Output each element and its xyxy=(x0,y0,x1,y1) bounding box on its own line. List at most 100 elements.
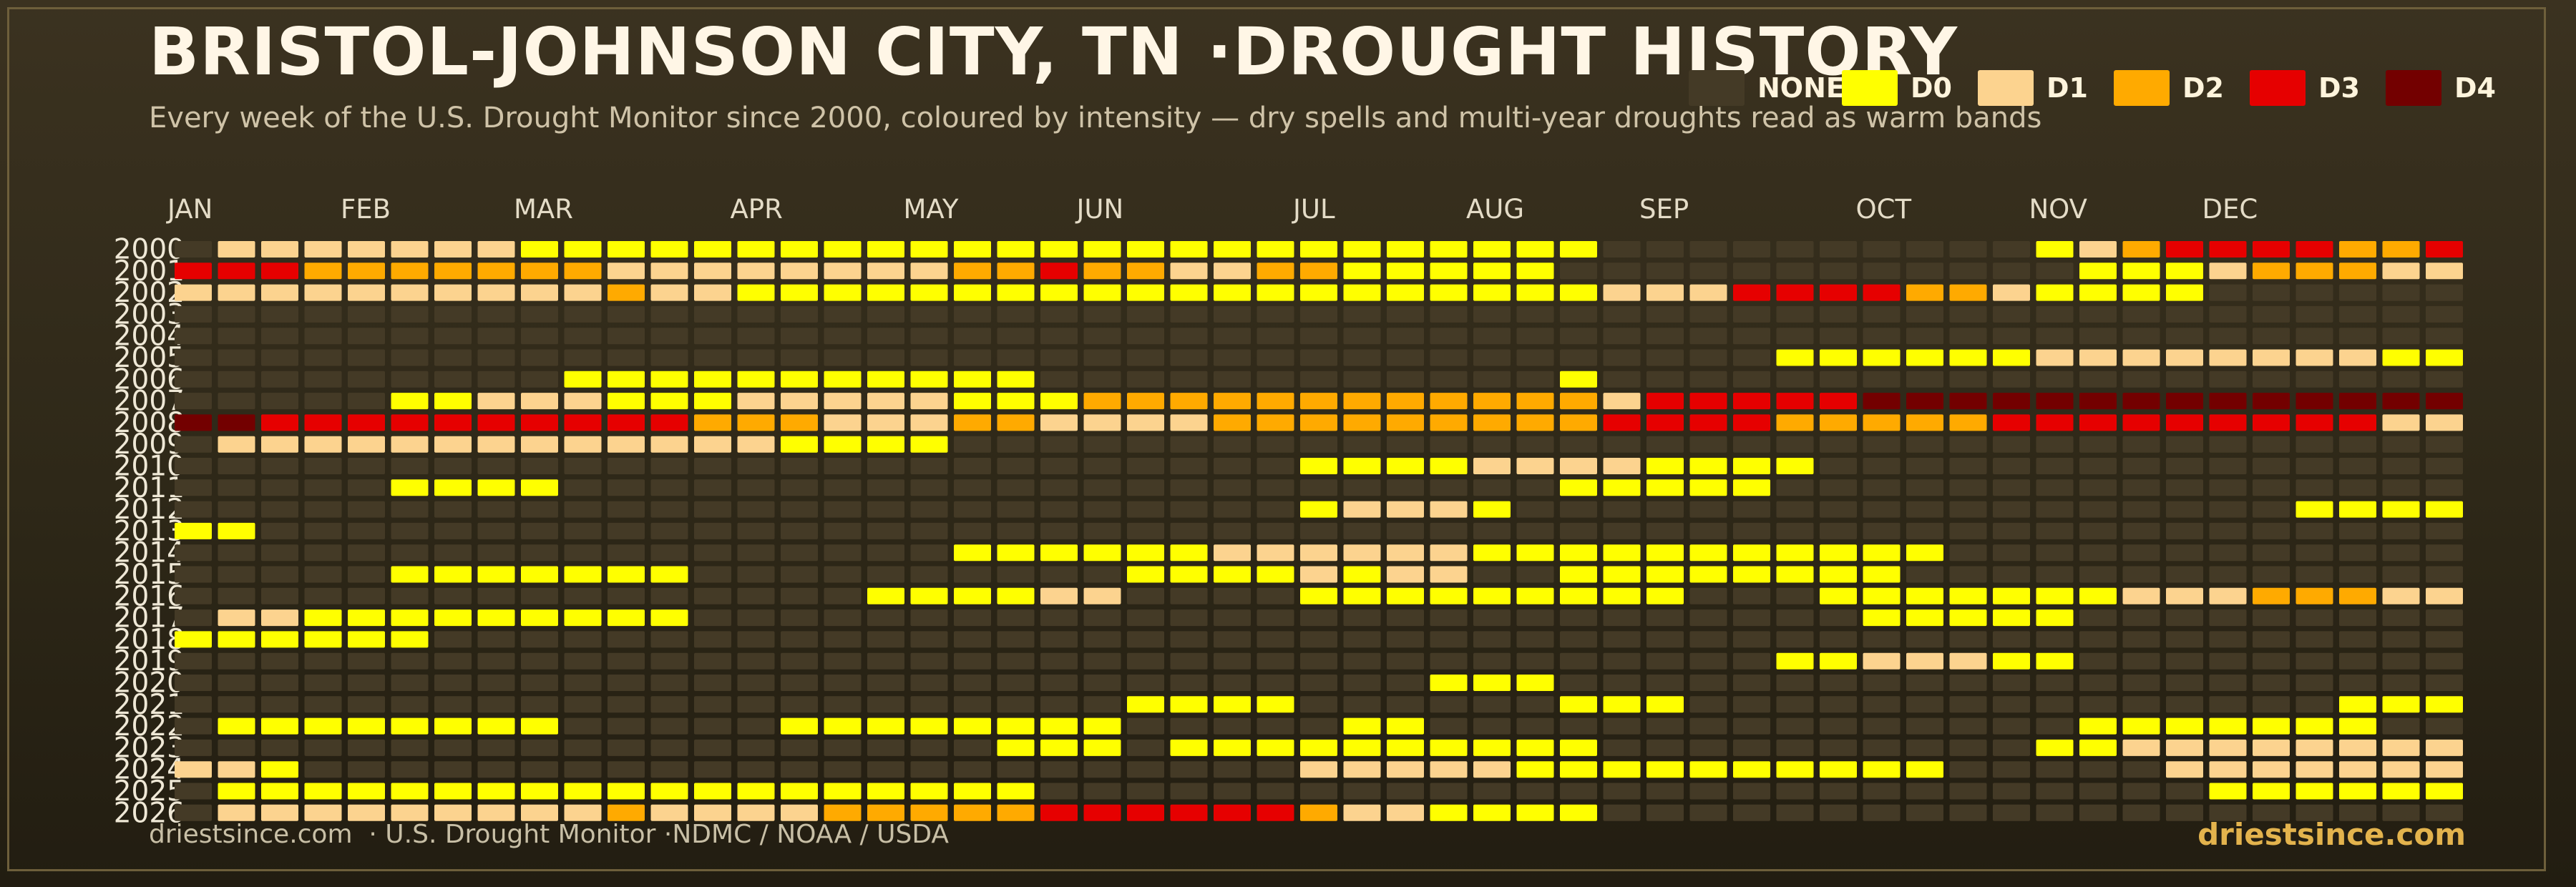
cell-2000-w17 xyxy=(867,241,904,258)
cell-2007-w15 xyxy=(781,393,818,410)
cell-2006-w12 xyxy=(650,371,688,388)
cell-2006-w26 xyxy=(1257,371,1294,388)
cell-2005-w48 xyxy=(2209,349,2247,366)
cell-2007-w14 xyxy=(737,393,775,410)
cell-2016-w28 xyxy=(1343,587,1381,604)
cell-2020-w9 xyxy=(521,675,558,691)
cell-2025-w24 xyxy=(1170,783,1208,800)
cell-2006-w8 xyxy=(477,371,515,388)
cell-2010-w43 xyxy=(1993,458,2030,474)
cell-2017-w23 xyxy=(1127,609,1164,627)
cell-2013-w24 xyxy=(1170,522,1208,539)
cell-2016-w25 xyxy=(1214,587,1251,604)
cell-2022-w22 xyxy=(1083,717,1121,735)
cell-2011-w4 xyxy=(304,479,342,496)
cell-2016-w16 xyxy=(824,587,862,604)
cell-2026-w31 xyxy=(1473,804,1511,821)
cell-2007-w48 xyxy=(2209,393,2247,410)
cell-2009-w8 xyxy=(477,436,515,453)
cell-2006-w40 xyxy=(1863,371,1901,388)
cell-2008-w13 xyxy=(694,414,731,431)
cell-2025-w48 xyxy=(2209,783,2247,800)
cell-2017-w48 xyxy=(2209,609,2247,627)
cell-2021-w2 xyxy=(218,696,255,713)
cell-2025-w19 xyxy=(954,783,991,800)
cell-2017-w21 xyxy=(1040,609,1078,627)
cell-2002-w25 xyxy=(1214,284,1251,301)
cell-2010-w15 xyxy=(781,458,818,474)
cell-2002-w11 xyxy=(608,284,645,301)
cell-2001-w41 xyxy=(1906,263,1943,280)
cell-2012-w53 xyxy=(2426,501,2463,518)
cell-2023-w26 xyxy=(1257,739,1294,756)
year-label-2001: 2001 xyxy=(114,255,185,288)
cell-2004-w11 xyxy=(608,328,645,345)
cell-2018-w44 xyxy=(2036,631,2074,648)
cell-2013-w52 xyxy=(2382,522,2420,539)
cell-2005-w12 xyxy=(650,349,688,366)
cell-2011-w38 xyxy=(1776,479,1814,496)
year-label-2020: 2020 xyxy=(114,667,185,700)
cell-2025-w30 xyxy=(1430,783,1468,800)
cell-2017-w7 xyxy=(434,609,472,627)
cell-2023-w42 xyxy=(1949,739,1987,756)
cell-2002-w26 xyxy=(1257,284,1294,301)
cell-2008-w50 xyxy=(2296,414,2333,431)
cell-2025-w16 xyxy=(824,783,862,800)
cell-2008-w11 xyxy=(608,414,645,431)
cell-2024-w48 xyxy=(2209,761,2247,778)
cell-2012-w41 xyxy=(1906,501,1943,518)
cell-2003-w8 xyxy=(477,305,515,323)
cell-2000-w45 xyxy=(2079,241,2117,258)
cell-2016-w13 xyxy=(694,587,731,604)
cell-2000-w38 xyxy=(1776,241,1814,258)
cell-2009-w35 xyxy=(1646,436,1684,453)
cell-2013-w9 xyxy=(521,522,558,539)
cell-2023-w38 xyxy=(1776,739,1814,756)
cell-2026-w38 xyxy=(1776,804,1814,821)
cell-2020-w36 xyxy=(1689,675,1727,691)
cell-2005-w44 xyxy=(2036,349,2074,366)
cell-2017-w38 xyxy=(1776,609,1814,627)
cell-2015-w7 xyxy=(434,566,472,583)
cell-2017-w42 xyxy=(1949,609,1987,627)
cell-2001-w39 xyxy=(1820,263,1857,280)
cell-2007-w18 xyxy=(910,393,948,410)
cell-2018-w27 xyxy=(1300,631,1337,648)
cell-2023-w19 xyxy=(954,739,991,756)
cell-2015-w3 xyxy=(261,566,298,583)
cell-2016-w44 xyxy=(2036,587,2074,604)
cell-2001-w22 xyxy=(1083,263,1121,280)
cell-2024-w39 xyxy=(1820,761,1857,778)
legend-item-d4: D4 xyxy=(2386,69,2496,107)
cell-2014-w9 xyxy=(521,544,558,562)
cell-2006-w1 xyxy=(175,371,212,388)
cell-2025-w13 xyxy=(694,783,731,800)
cell-2007-w43 xyxy=(1993,393,2030,410)
cell-2010-w44 xyxy=(2036,458,2074,474)
cell-2002-w35 xyxy=(1646,284,1684,301)
cell-2017-w8 xyxy=(477,609,515,627)
cell-2008-w29 xyxy=(1387,414,1424,431)
cell-2012-w17 xyxy=(867,501,904,518)
cell-2001-w43 xyxy=(1993,263,2030,280)
cell-2000-w19 xyxy=(954,241,991,258)
cell-2016-w4 xyxy=(304,587,342,604)
cell-2006-w32 xyxy=(1516,371,1554,388)
cell-2011-w6 xyxy=(391,479,429,496)
cell-2009-w28 xyxy=(1343,436,1381,453)
cell-2026-w2 xyxy=(218,804,255,821)
cell-2010-w31 xyxy=(1473,458,1511,474)
cell-2007-w10 xyxy=(564,393,602,410)
cell-2022-w8 xyxy=(477,717,515,735)
cell-2004-w35 xyxy=(1646,328,1684,345)
cell-2008-w25 xyxy=(1214,414,1251,431)
cell-2003-w23 xyxy=(1127,305,1164,323)
cell-2019-w49 xyxy=(2253,652,2290,670)
cell-2009-w46 xyxy=(2122,436,2160,453)
cell-2001-w4 xyxy=(304,263,342,280)
cell-2021-w39 xyxy=(1820,696,1857,713)
cell-2003-w50 xyxy=(2296,305,2333,323)
cell-2006-w17 xyxy=(867,371,904,388)
cell-2022-w32 xyxy=(1516,717,1554,735)
